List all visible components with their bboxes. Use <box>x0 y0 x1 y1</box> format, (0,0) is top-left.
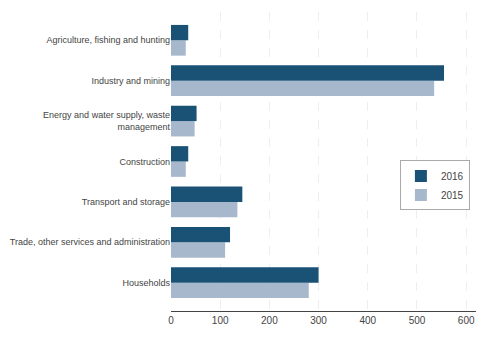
svg-text:Energy and water supply, waste: Energy and water supply, wastemanagement <box>43 110 170 132</box>
svg-text:Trade, other services and admi: Trade, other services and administration <box>10 237 170 247</box>
svg-text:Industry and mining: Industry and mining <box>91 76 170 86</box>
svg-text:300: 300 <box>310 315 327 326</box>
svg-text:Transport and storage: Transport and storage <box>82 197 170 207</box>
svg-text:400: 400 <box>359 315 376 326</box>
svg-text:2016: 2016 <box>441 171 464 182</box>
svg-text:600: 600 <box>458 315 475 326</box>
svg-text:0: 0 <box>168 315 174 326</box>
svg-text:200: 200 <box>261 315 278 326</box>
svg-text:Households: Households <box>122 278 170 288</box>
svg-text:Construction: Construction <box>119 157 170 167</box>
svg-text:Agriculture, fishing and hunti: Agriculture, fishing and hunting <box>46 35 170 45</box>
svg-text:100: 100 <box>212 315 229 326</box>
svg-text:2015: 2015 <box>441 190 464 201</box>
svg-text:500: 500 <box>409 315 426 326</box>
